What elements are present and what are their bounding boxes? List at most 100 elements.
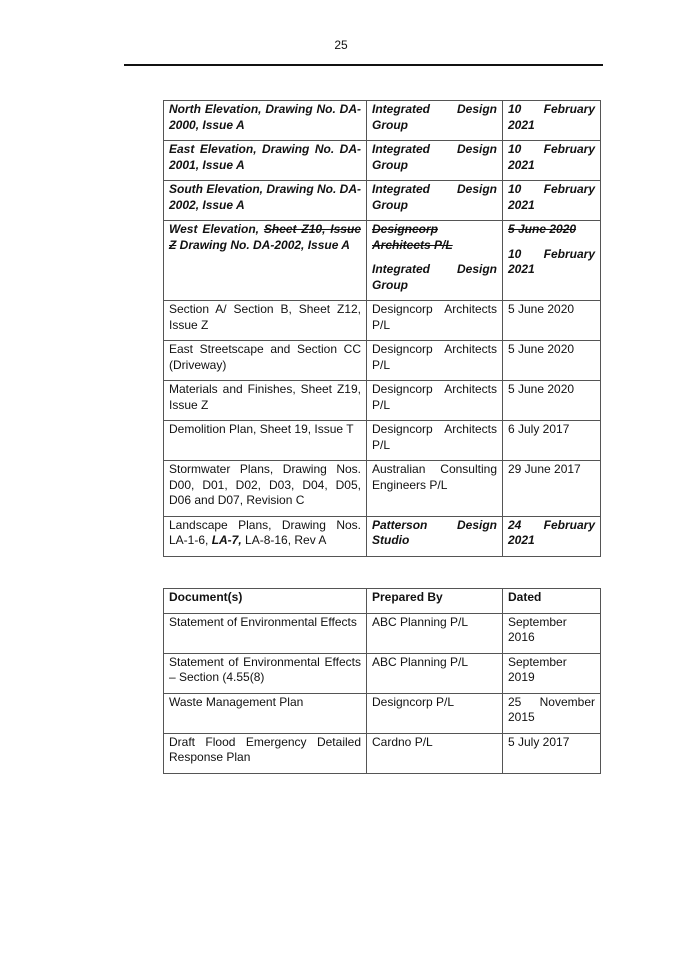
cell-text: Australian Consulting Engineers P/L	[372, 462, 497, 492]
document-cell: Stormwater Plans, Drawing Nos. D00, D01,…	[163, 460, 367, 517]
dated-cell: 6 July 2017	[502, 420, 601, 461]
cell-text: Designcorp P/L	[372, 694, 455, 709]
cell-text: ABC Planning P/L	[372, 654, 469, 669]
cell-text: South Elevation, Drawing No. DA-2002, Is…	[169, 182, 362, 212]
cell-text: Statement of Environmental Effects – Sec…	[169, 654, 361, 685]
cell-text: 24 February 2021	[508, 517, 595, 548]
document-cell: Document(s)	[163, 588, 367, 614]
header-rule	[124, 64, 603, 66]
cell-paragraph: Section A/ Section B, Sheet Z12, Issue Z	[169, 302, 361, 333]
dated-cell: 10 February 2021	[502, 100, 601, 141]
cell-text: Patterson Design Studio	[372, 517, 497, 548]
dated-cell: Dated	[502, 588, 601, 614]
prepared-by-cell: Designcorp Architects P/L	[366, 340, 503, 381]
cell-paragraph: 5 June 2020	[508, 342, 595, 358]
document-cell: Draft Flood Emergency Detailed Response …	[163, 732, 367, 774]
cell-paragraph: Statement of Environmental Effects – Sec…	[169, 655, 361, 686]
cell-text: Section A/ Section B, Sheet Z12, Issue Z	[169, 302, 361, 332]
cell-paragraph: ABC Planning P/L	[372, 615, 497, 631]
cell-text: September 2019	[508, 654, 567, 685]
cell-text: 5 June 2020	[508, 382, 575, 396]
dated-cell: 24 February 2021	[502, 515, 601, 557]
cell-paragraph: 5 June 2020	[508, 222, 595, 238]
dated-cell: 10 February 2021	[502, 140, 601, 181]
dated-cell: September 2019	[502, 652, 601, 694]
table-row: North Elevation, Drawing No. DA-2000, Is…	[163, 100, 601, 141]
dated-cell: 29 June 2017	[502, 460, 601, 517]
document-cell: Landscape Plans, Drawing Nos. LA-1-6, LA…	[163, 515, 367, 557]
cell-text: 10 February 2021	[508, 142, 595, 172]
table-row: Stormwater Plans, Drawing Nos. D00, D01,…	[163, 460, 601, 517]
cell-text: 10 February 2021	[508, 102, 595, 132]
cell-text: Integrated Design Group	[372, 262, 497, 292]
cell-paragraph: Document(s)	[169, 590, 361, 606]
table-row: West Elevation, Sheet Z10, Issue Z Drawi…	[163, 220, 601, 301]
prepared-by-cell: Patterson Design Studio	[366, 515, 503, 557]
cell-paragraph: 24 February 2021	[508, 518, 595, 549]
cell-paragraph: Designcorp P/L	[372, 695, 497, 711]
cell-paragraph: Designcorp Architects P/L	[372, 302, 497, 333]
cell-paragraph: South Elevation, Drawing No. DA-2002, Is…	[169, 182, 361, 213]
cell-paragraph: Prepared By	[372, 590, 497, 606]
cell-text: West Elevation,	[169, 222, 264, 236]
cell-paragraph: Draft Flood Emergency Detailed Response …	[169, 735, 361, 766]
struck-text: 5 June 2020	[508, 222, 577, 236]
dated-cell: 5 July 2017	[502, 732, 601, 774]
prepared-by-cell: Designcorp Architects P/L	[366, 380, 503, 421]
cell-text: Materials and Finishes, Sheet Z19, Issue…	[169, 382, 361, 412]
cell-paragraph: September 2019	[508, 655, 595, 686]
cell-paragraph: Designcorp Architects P/L	[372, 342, 497, 373]
table-row: Demolition Plan, Sheet 19, Issue T Design…	[163, 420, 601, 461]
cell-paragraph: Landscape Plans, Drawing Nos. LA-1-6, LA…	[169, 518, 361, 549]
cell-paragraph: West Elevation, Sheet Z10, Issue Z Drawi…	[169, 222, 361, 253]
cell-text: Landscape Plans, Drawing Nos. LA-1-6,	[169, 517, 361, 548]
document-cell: Demolition Plan, Sheet 19, Issue T	[163, 420, 367, 461]
cell-paragraph: September 2016	[508, 615, 595, 646]
table-row: South Elevation, Drawing No. DA-2002, Is…	[163, 180, 601, 221]
cell-text: 5 July 2017	[508, 734, 570, 749]
cell-text: Integrated Design Group	[372, 142, 497, 172]
document-cell: Materials and Finishes, Sheet Z19, Issue…	[163, 380, 367, 421]
table-row: Draft Flood Emergency Detailed Response …	[163, 732, 601, 774]
table-row: Section A/ Section B, Sheet Z12, Issue Z…	[163, 300, 601, 341]
table-row: Statement of Environmental Effects ABC Pl…	[163, 612, 601, 654]
cell-paragraph: 5 July 2017	[508, 735, 595, 751]
prepared-by-cell: Integrated Design Group	[366, 140, 503, 181]
cell-paragraph: Patterson Design Studio	[372, 518, 497, 549]
prepared-by-cell: Integrated Design Group	[366, 100, 503, 141]
cell-text: Integrated Design Group	[372, 102, 497, 132]
documents-table: Document(s) Prepared By Dated Statement of …	[163, 588, 601, 774]
document-cell: East Streetscape and Section CC (Drivewa…	[163, 340, 367, 381]
cell-text: Designcorp Architects P/L	[372, 382, 497, 412]
cell-paragraph: 10 February 2021	[508, 247, 595, 278]
cell-text: Drawing No. DA-2002, Issue A	[176, 237, 350, 252]
table-row: Materials and Finishes, Sheet Z19, Issue…	[163, 380, 601, 421]
prepared-by-cell: Designcorp Architects P/L	[366, 420, 503, 461]
cell-paragraph: 10 February 2021	[508, 182, 595, 213]
document-cell: North Elevation, Drawing No. DA-2000, Is…	[163, 100, 367, 141]
cell-text: Designcorp Architects P/L	[372, 302, 497, 332]
cell-text: Prepared By	[372, 590, 443, 604]
prepared-by-cell: Prepared By	[366, 588, 503, 614]
dated-cell: 5 June 2020	[502, 340, 601, 381]
cell-text: Dated	[508, 590, 542, 604]
cell-paragraph: East Streetscape and Section CC (Drivewa…	[169, 342, 361, 373]
prepared-by-cell: Cardno P/L	[366, 732, 503, 774]
cell-paragraph: North Elevation, Drawing No. DA-2000, Is…	[169, 102, 361, 133]
prepared-by-cell: Designcorp Architects P/L	[366, 300, 503, 341]
cell-paragraph: Waste Management Plan	[169, 695, 361, 711]
cell-paragraph: ABC Planning P/L	[372, 655, 497, 671]
cell-text: 5 June 2020	[508, 342, 575, 356]
cell-paragraph: Stormwater Plans, Drawing Nos. D00, D01,…	[169, 462, 361, 509]
cell-text: 29 June 2017	[508, 462, 581, 476]
cell-paragraph: Materials and Finishes, Sheet Z19, Issue…	[169, 382, 361, 413]
prepared-by-cell: Designcorp Architects P/L Integrated Desi…	[366, 220, 503, 301]
table-row: Statement of Environmental Effects – Sec…	[163, 652, 601, 694]
cell-text: Designcorp Architects P/L	[372, 342, 497, 372]
cell-paragraph: Integrated Design Group	[372, 142, 497, 173]
cell-paragraph: 10 February 2021	[508, 142, 595, 173]
cell-text: Stormwater Plans, Drawing Nos. D00, D01,…	[169, 462, 361, 507]
dated-cell: 10 February 2021	[502, 180, 601, 221]
cell-text: Draft Flood Emergency Detailed Response …	[169, 734, 361, 765]
